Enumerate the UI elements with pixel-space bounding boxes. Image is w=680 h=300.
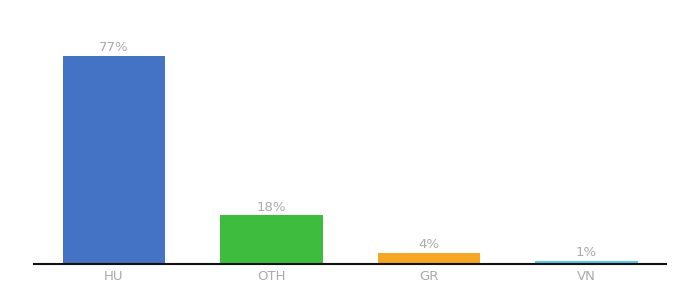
Bar bbox=[378, 253, 480, 264]
Text: 18%: 18% bbox=[256, 200, 286, 214]
Bar bbox=[535, 261, 638, 264]
Bar bbox=[220, 215, 322, 264]
Bar bbox=[63, 56, 165, 264]
Text: 77%: 77% bbox=[99, 41, 129, 54]
Text: 4%: 4% bbox=[418, 238, 439, 251]
Text: 1%: 1% bbox=[576, 246, 597, 260]
